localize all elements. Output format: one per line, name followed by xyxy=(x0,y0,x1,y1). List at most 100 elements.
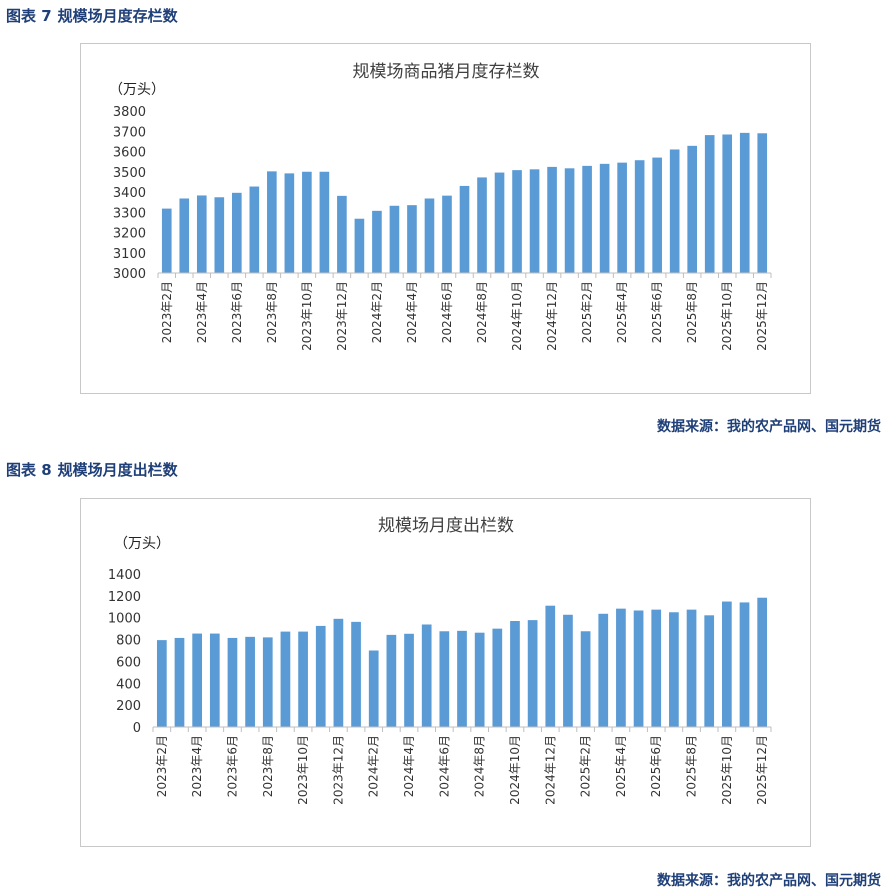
y-axis-unit-label: （万头） xyxy=(109,82,165,98)
bar-2024年6月 xyxy=(442,195,452,273)
y-tick-label: 200 xyxy=(116,699,141,714)
bar-2025年12月 xyxy=(757,597,768,727)
x-tick-label: 2024年6月 xyxy=(437,735,451,797)
bar-2023年8月 xyxy=(262,637,273,727)
x-tick-label: 2023年8月 xyxy=(261,735,275,797)
bar-2025年12月 xyxy=(757,133,768,273)
bar-2024年2月 xyxy=(368,650,379,727)
bar-2025年1月 xyxy=(563,614,573,727)
x-tick-label: 2024年2月 xyxy=(367,735,381,797)
bar-2023年2月 xyxy=(161,208,172,273)
bar-2024年9月 xyxy=(492,628,503,727)
bar-2025年1月 xyxy=(564,168,575,273)
bar-2024年10月 xyxy=(512,170,522,273)
x-tick-label: 2025年4月 xyxy=(614,735,628,797)
bar-2024年2月 xyxy=(372,210,382,273)
x-tick-label: 2023年8月 xyxy=(265,281,279,343)
bar-2024年5月 xyxy=(424,198,435,273)
x-tick-label: 2023年6月 xyxy=(230,281,244,343)
bar-2024年4月 xyxy=(404,633,414,727)
x-tick-label: 2024年4月 xyxy=(405,281,419,343)
x-tick-label: 2023年6月 xyxy=(225,735,239,797)
bar-2023年8月 xyxy=(267,171,277,273)
x-tick-label: 2024年10月 xyxy=(508,735,522,805)
figure1-number: 图表 7 xyxy=(6,7,52,25)
bar-2025年5月 xyxy=(634,160,645,273)
bar-2023年3月 xyxy=(174,637,185,727)
x-tick-label: 2025年10月 xyxy=(720,735,734,805)
bar-2023年2月 xyxy=(156,640,167,727)
bar-2024年10月 xyxy=(510,620,520,727)
x-tick-label: 2024年4月 xyxy=(402,735,416,797)
bar-2023年12月 xyxy=(337,195,347,273)
figure2-heading: 图表 8 规模场月度出栏数 xyxy=(6,459,178,480)
y-tick-label: 800 xyxy=(116,634,141,649)
bar-2025年8月 xyxy=(687,145,698,273)
bar-2024年1月 xyxy=(351,621,361,727)
bar-2024年12月 xyxy=(547,166,557,273)
bar-2025年11月 xyxy=(739,132,750,273)
chart-title: 规模场月度出栏数 xyxy=(378,516,514,536)
x-tick-label: 2025年10月 xyxy=(720,281,734,351)
bar-2023年11月 xyxy=(315,625,326,727)
x-tick-label: 2023年2月 xyxy=(160,281,174,343)
bar-2025年2月 xyxy=(582,165,592,273)
y-tick-label: 600 xyxy=(116,655,141,670)
chart2-svg: 规模场月度出栏数 （万头） 0 200 400 600 800 1000 1200 1400 202… xyxy=(108,516,772,805)
bar-2025年10月 xyxy=(722,134,733,273)
y-tick-label: 1400 xyxy=(108,568,141,583)
bar-2023年11月 xyxy=(319,171,330,273)
y-tick-label: 3000 xyxy=(113,267,146,282)
bar-2024年6月 xyxy=(439,631,450,727)
y-tick-label: 3800 xyxy=(113,105,146,120)
y-tick-label: 3700 xyxy=(113,125,146,140)
x-tick-label: 2023年12月 xyxy=(335,281,349,351)
x-tick-label: 2024年8月 xyxy=(475,281,489,343)
bar-2023年10月 xyxy=(302,171,312,273)
x-tick-label: 2023年4月 xyxy=(195,281,209,343)
figure2-source: 数据来源：我的农产品网、国元期货 xyxy=(657,873,881,889)
bar-2023年12月 xyxy=(333,618,344,727)
y-tick-label: 3500 xyxy=(113,166,146,181)
x-tick-label: 2024年12月 xyxy=(543,735,557,805)
bar-2024年4月 xyxy=(407,205,417,273)
bar-2025年5月 xyxy=(633,610,644,727)
y-tick-label: 1200 xyxy=(108,590,141,605)
bar-2025年3月 xyxy=(599,163,610,273)
bar-2025年4月 xyxy=(617,162,627,273)
bar-2023年6月 xyxy=(231,192,242,273)
bar-2024年7月 xyxy=(457,630,467,727)
bar-2025年2月 xyxy=(580,631,591,727)
x-tick-label: 2023年2月 xyxy=(155,735,169,797)
bar-2025年8月 xyxy=(686,609,697,727)
bar-2024年7月 xyxy=(459,185,470,273)
bar-2024年3月 xyxy=(386,634,397,727)
x-tick-label: 2025年8月 xyxy=(685,735,699,797)
bar-2023年5月 xyxy=(214,197,225,273)
bar-2024年12月 xyxy=(545,605,556,727)
bar-2024年11月 xyxy=(527,620,538,727)
bar-2023年3月 xyxy=(179,198,190,273)
bar-2024年3月 xyxy=(389,205,400,273)
bar-2023年5月 xyxy=(209,633,220,727)
figure1-source: 数据来源：我的农产品网、国元期货 xyxy=(657,419,881,435)
chart-title: 规模场商品猪月度存栏数 xyxy=(353,62,540,82)
bar-2023年4月 xyxy=(196,195,207,273)
x-tick-label: 2025年2月 xyxy=(580,281,594,343)
bar-2025年7月 xyxy=(669,612,679,727)
figure1-title: 规模场月度存栏数 xyxy=(57,7,178,25)
bar-2024年8月 xyxy=(474,632,485,727)
x-tick-label: 2023年10月 xyxy=(296,735,310,805)
bar-2024年11月 xyxy=(529,169,540,273)
y-tick-label: 3200 xyxy=(113,227,146,242)
bar-2023年10月 xyxy=(298,631,308,727)
chart2-frame: 规模场月度出栏数 （万头） 0 200 400 600 800 1000 1200 1400 202… xyxy=(80,498,811,847)
chart1-frame: 规模场商品猪月度存栏数 （万头） 3000 3100 3200 3300 3400 3500 3… xyxy=(80,43,811,394)
x-tick-label: 2025年6月 xyxy=(650,281,664,343)
figure2-title: 规模场月度出栏数 xyxy=(57,461,178,479)
x-tick-label: 2025年12月 xyxy=(755,281,769,351)
y-tick-label: 3300 xyxy=(113,206,146,221)
bar-2025年6月 xyxy=(651,609,662,727)
bar-2025年9月 xyxy=(704,135,715,273)
x-tick-label: 2024年6月 xyxy=(440,281,454,343)
